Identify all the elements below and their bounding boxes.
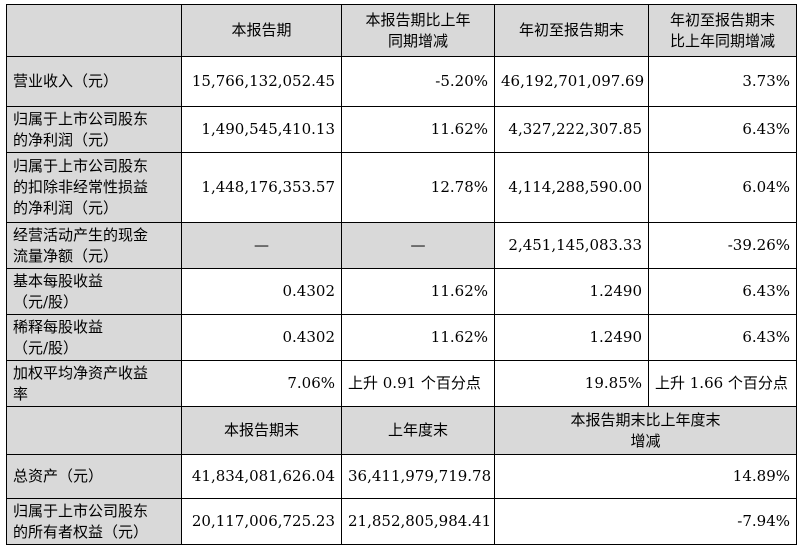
header2-corner-cell [6,406,182,455]
cell-value: 19.85% [494,360,649,407]
cell-value: 6.04% [648,152,797,223]
table-row: 归属于上市公司股东 的扣除非经常性损益 的净利润（元） 1,448,176,353.… [6,152,797,223]
row-label-roe: 加权平均净资产收益率 [6,360,182,407]
cell-value: 11.62% [341,268,495,315]
cell-value: 6.43% [648,268,797,315]
cell-value: -39.26% [648,222,797,269]
table-row: 稀释每股收益 （元/股） 0.4302 11.62% 1.2490 6.43% [6,314,797,361]
row-label-revenue: 营业收入（元） [6,56,182,107]
cell-value: 36,411,979,719.78 [341,454,495,499]
header-row: 本报告期 本报告期比上年 同期增减 年初至报告期末 年初至报告期末 比上年同期增减 [6,4,797,57]
row-label-basic-eps: 基本每股收益 （元/股） [6,268,182,315]
cell-value: 1,490,545,410.13 [181,106,342,153]
cell-value: 1.2490 [494,314,649,361]
cell-value: 上升 1.66 个百分点 [648,360,797,407]
header2-change: 本报告期末比上年度末 增减 [494,406,797,455]
cell-value: 3.73% [648,56,797,107]
cell-value: 6.43% [648,314,797,361]
table-row: 归属于上市公司股东 的净利润（元） 1,490,545,410.13 11.62%… [6,106,797,153]
cell-value: 12.78% [341,152,495,223]
cell-value: 0.4302 [181,314,342,361]
cell-value: — [181,222,342,269]
row-label-operating-cash-flow: 经营活动产生的现金 流量净额（元） [6,222,182,269]
financial-summary-table: 本报告期 本报告期比上年 同期增减 年初至报告期末 年初至报告期末 比上年同期增减 … [6,4,797,545]
cell-value: 7.06% [181,360,342,407]
row-label-owners-equity: 归属于上市公司股东 的所有者权益（元） [6,498,182,545]
header-ytd-yoy: 年初至报告期末 比上年同期增减 [648,4,797,57]
cell-value: 21,852,805,984.41 [341,498,495,545]
cell-value: 1,448,176,353.57 [181,152,342,223]
cell-value: 20,117,006,725.23 [181,498,342,545]
header2-prior-year-end: 上年度末 [341,406,495,455]
header-current-period-yoy: 本报告期比上年 同期增减 [341,4,495,57]
cell-value: 2,451,145,083.33 [494,222,649,269]
cell-value: 1.2490 [494,268,649,315]
row-label-net-profit-deducted: 归属于上市公司股东 的扣除非经常性损益 的净利润（元） [6,152,182,223]
cell-value: 11.62% [341,314,495,361]
cell-value: 0.4302 [181,268,342,315]
cell-value: 11.62% [341,106,495,153]
row-label-total-assets: 总资产（元） [6,454,182,499]
table-row: 归属于上市公司股东 的所有者权益（元） 20,117,006,725.23 21,… [6,498,797,545]
table-row: 加权平均净资产收益率 7.06% 上升 0.91 个百分点 19.85% 上升 … [6,360,797,407]
cell-value: 46,192,701,097.69 [494,56,649,107]
cell-value: 41,834,081,626.04 [181,454,342,499]
header-ytd: 年初至报告期末 [494,4,649,57]
header-corner-cell [6,4,182,57]
cell-value: 4,114,288,590.00 [494,152,649,223]
table-row: 总资产（元） 41,834,081,626.04 36,411,979,719.… [6,454,797,499]
header-current-period: 本报告期 [181,4,342,57]
cell-value: 6.43% [648,106,797,153]
cell-value: — [341,222,495,269]
cell-value: 4,327,222,307.85 [494,106,649,153]
cell-value: -5.20% [341,56,495,107]
cell-value: -7.94% [494,498,797,545]
cell-value: 14.89% [494,454,797,499]
row-label-net-profit: 归属于上市公司股东 的净利润（元） [6,106,182,153]
header-row-2: 本报告期末 上年度末 本报告期末比上年度末 增减 [6,406,797,455]
cell-value: 15,766,132,052.45 [181,56,342,107]
row-label-diluted-eps: 稀释每股收益 （元/股） [6,314,182,361]
table-row: 经营活动产生的现金 流量净额（元） — — 2,451,145,083.33 -3… [6,222,797,269]
table-row: 基本每股收益 （元/股） 0.4302 11.62% 1.2490 6.43% [6,268,797,315]
table-row: 营业收入（元） 15,766,132,052.45 -5.20% 46,192,… [6,56,797,107]
cell-value: 上升 0.91 个百分点 [341,360,495,407]
header2-period-end: 本报告期末 [181,406,342,455]
